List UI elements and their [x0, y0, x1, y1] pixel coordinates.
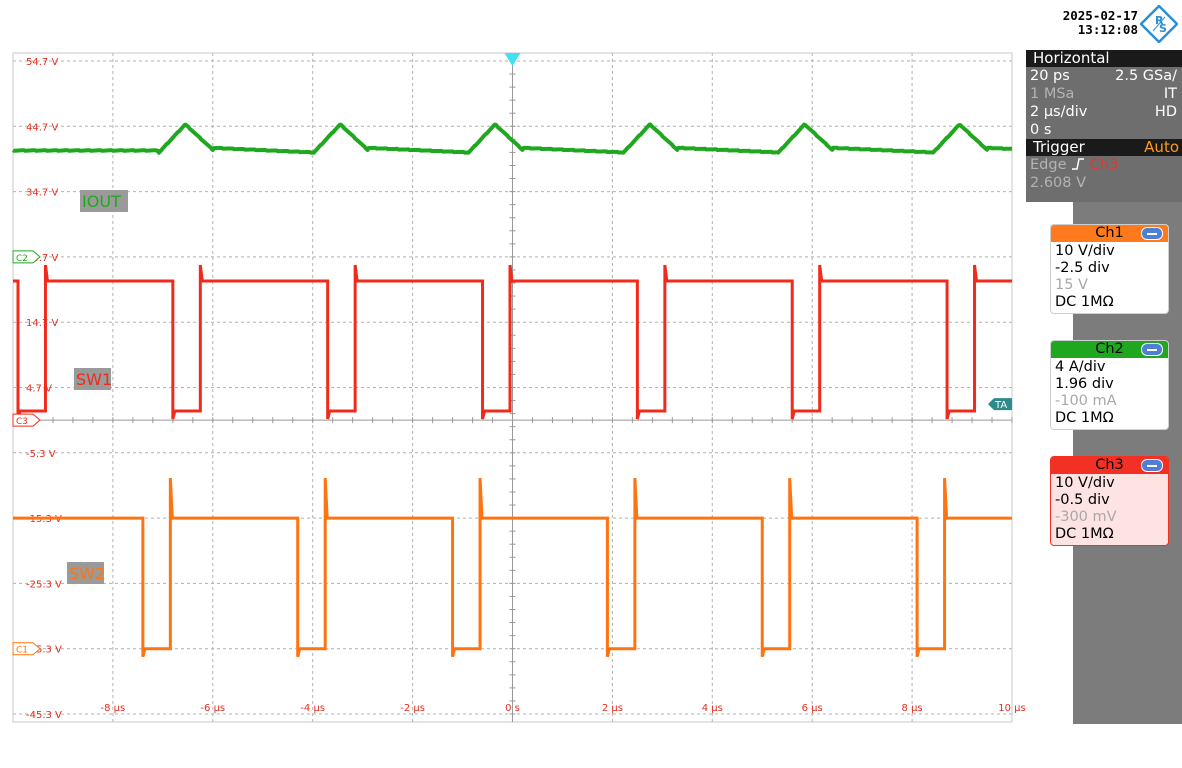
c3-marker-label: C3 — [16, 417, 28, 427]
y-tick-label: 54.7 V — [26, 57, 58, 68]
channel-box-ch2[interactable]: Ch2 4 A/div 1.96 div -100 mA DC 1MΩ — [1050, 340, 1169, 430]
x-tick-label: 0 s — [505, 703, 520, 714]
rohde-schwarz-logo-icon: R S — [1140, 5, 1178, 43]
timestamp-date: 2025-02-17 — [1062, 8, 1138, 23]
channel-title[interactable]: Ch1 — [1051, 225, 1168, 242]
channel-box-ch1[interactable]: Ch1 10 V/div -2.5 div 15 V DC 1MΩ — [1050, 224, 1169, 314]
channel-title[interactable]: Ch2 — [1051, 341, 1168, 358]
y-tick-label: -35.3 V — [26, 645, 62, 656]
channel-scale: 4 A/div — [1055, 359, 1106, 375]
resolution: HD — [1154, 104, 1177, 120]
horizontal-position: 0 s — [1030, 122, 1052, 138]
time-scale: 20 ps — [1030, 68, 1070, 84]
horizontal-header[interactable]: Horizontal — [1026, 50, 1182, 67]
y-tick-label: 34.7 V — [26, 188, 58, 199]
channel-position: 1.96 div — [1055, 376, 1114, 392]
sw1-label-text: SW1 — [76, 370, 112, 389]
sw2-label: SW2 — [67, 562, 105, 584]
iout-label: IOUT — [80, 190, 128, 212]
x-tick-label: -2 µs — [400, 703, 425, 714]
channel-name: Ch2 — [1095, 341, 1124, 357]
trigger-source: Ch3 — [1089, 157, 1119, 173]
timestamp-time: 13:12:08 — [1077, 22, 1138, 37]
channel-coupling: DC 1MΩ — [1055, 410, 1114, 426]
horizontal-trigger-panel[interactable]: Horizontal 20 ps 2.5 GSa/ 1 MSa IT 2 µs/di… — [1026, 50, 1182, 202]
timestamp: 2025-02-17 13:12:08 — [1030, 9, 1138, 37]
x-tick-label: 8 µs — [902, 703, 923, 714]
svg-text:S: S — [1159, 22, 1167, 35]
trigger-header[interactable]: Trigger Auto — [1026, 139, 1182, 156]
ta-marker: TA — [988, 398, 1012, 411]
c2-marker-label: C2 — [16, 254, 28, 264]
minimize-icon[interactable] — [1141, 343, 1163, 356]
x-tick-label: 2 µs — [602, 703, 623, 714]
time-div: 2 µs/div — [1030, 104, 1088, 120]
iout-label-bg — [80, 190, 128, 212]
trigger-mode[interactable]: Auto — [1144, 138, 1179, 156]
x-tick-label: -6 µs — [200, 703, 225, 714]
oscilloscope-display: 54.7 V 44.7 V 34.7 V 24.7 V 14.7 V 4.7 V -5.3 … — [11, 52, 1026, 723]
channel-position: -2.5 div — [1055, 260, 1110, 276]
sw2-label-bg — [67, 562, 104, 584]
grid — [12, 52, 1013, 723]
y-tick-label: 4.7 V — [26, 384, 52, 395]
sw1-label: SW1 — [74, 368, 112, 390]
trigger-position-icon — [504, 53, 521, 66]
iout-trace — [11, 122, 1013, 155]
c1-marker-shape — [12, 642, 41, 656]
y-tick-label: 14.7 V — [26, 318, 58, 329]
y-tick-label: -5.3 V — [26, 449, 56, 460]
y-tick-label: -45.3 V — [26, 710, 62, 721]
iout-label-text: IOUT — [82, 192, 121, 211]
minimize-icon[interactable] — [1141, 459, 1163, 472]
trigger-level: 2.608 V — [1030, 175, 1087, 191]
channel-scale: 10 V/div — [1055, 243, 1115, 259]
sw1-label-bg — [74, 368, 111, 390]
channel-offset: 15 V — [1055, 277, 1088, 293]
y-tick-label: 44.7 V — [26, 122, 58, 133]
x-tick-label: 10 µs — [998, 703, 1025, 714]
channel-name: Ch1 — [1095, 225, 1124, 241]
x-tick-label: -4 µs — [300, 703, 325, 714]
record-length: 1 MSa — [1030, 86, 1075, 102]
c3-marker: C3 — [12, 413, 41, 427]
sw2-trace — [13, 478, 1012, 658]
trigger-title: Trigger — [1033, 138, 1085, 156]
channel-scale: 10 V/div — [1055, 475, 1115, 491]
acq-mode: IT — [1163, 86, 1177, 102]
ta-label: TA — [994, 400, 1007, 411]
minimize-icon[interactable] — [1141, 227, 1163, 240]
c1-marker: C1 — [12, 642, 41, 656]
svg-text:R: R — [1155, 14, 1164, 27]
rising-edge-icon — [1072, 158, 1085, 170]
sample-rate: 2.5 GSa/ — [1115, 68, 1177, 84]
sw1-trace — [13, 264, 1012, 420]
channel-position: -0.5 div — [1055, 492, 1110, 508]
y-tick-label: -25.3 V — [26, 579, 62, 590]
channel-name: Ch3 — [1095, 457, 1124, 473]
c2-marker: C2 — [12, 250, 41, 264]
channel-title[interactable]: Ch3 — [1051, 457, 1168, 474]
channel-offset: -300 mV — [1055, 509, 1117, 525]
channel-box-ch3[interactable]: Ch3 10 V/div -0.5 div -300 mV DC 1MΩ — [1050, 456, 1169, 546]
trigger-type: Edge — [1030, 157, 1067, 173]
x-tick-label: -8 µs — [101, 703, 126, 714]
x-tick-label: 4 µs — [702, 703, 723, 714]
c1-marker-label: C1 — [16, 646, 28, 656]
channel-coupling: DC 1MΩ — [1055, 526, 1114, 542]
channel-offset: -100 mA — [1055, 393, 1117, 409]
channel-coupling: DC 1MΩ — [1055, 294, 1114, 310]
sw2-label-text: SW2 — [69, 564, 105, 583]
y-tick-label: 24.7 V — [26, 253, 58, 264]
c2-marker-shape — [12, 250, 41, 264]
x-tick-label: 6 µs — [802, 703, 823, 714]
c3-marker-shape — [12, 413, 41, 427]
ta-shape — [988, 398, 1012, 411]
